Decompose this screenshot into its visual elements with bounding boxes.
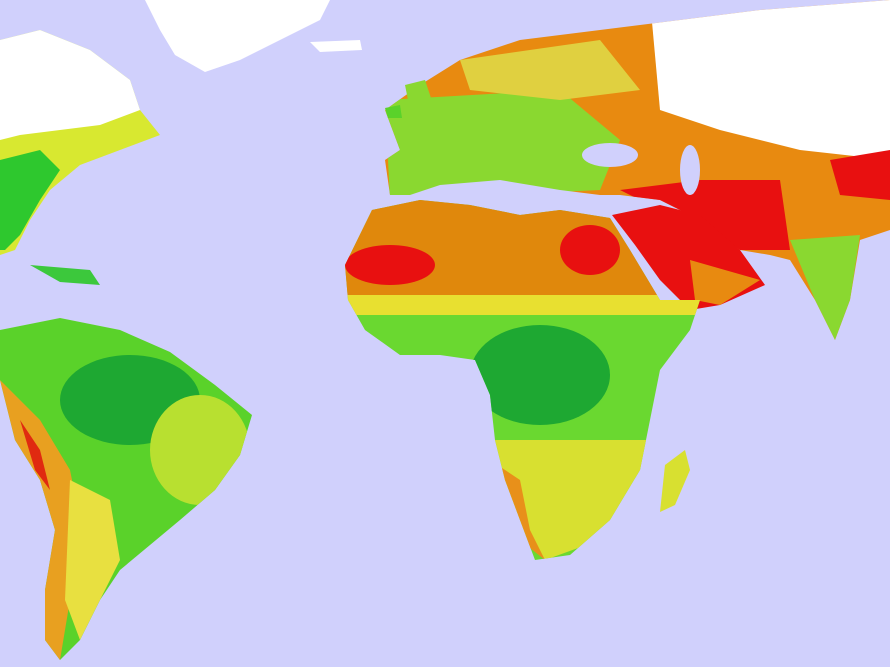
gobi-desert <box>830 150 890 200</box>
sahara-red-west <box>345 245 435 285</box>
iceland <box>310 40 362 52</box>
siberia-snow <box>650 0 890 160</box>
mediterranean-sea <box>395 180 600 210</box>
north-america-snow <box>0 30 140 140</box>
britain <box>405 80 435 120</box>
desert-zone <box>20 420 50 490</box>
india-zone <box>790 235 860 340</box>
madagascar <box>660 450 690 512</box>
north-america-forest <box>0 150 60 250</box>
arabia-south <box>690 260 760 305</box>
southern-savanna <box>490 440 660 560</box>
rainforest-zone <box>470 325 610 425</box>
sahel-zone <box>345 295 700 315</box>
europe-zone <box>385 90 620 200</box>
iran-desert <box>620 180 790 250</box>
scandinavia-zone <box>460 40 640 100</box>
caribbean <box>30 265 100 285</box>
ireland <box>385 105 402 118</box>
pampas-zone <box>65 480 120 640</box>
caspian-sea <box>680 145 700 195</box>
black-sea <box>582 143 638 167</box>
greenland <box>145 0 330 72</box>
sahara-red-east <box>560 225 620 275</box>
